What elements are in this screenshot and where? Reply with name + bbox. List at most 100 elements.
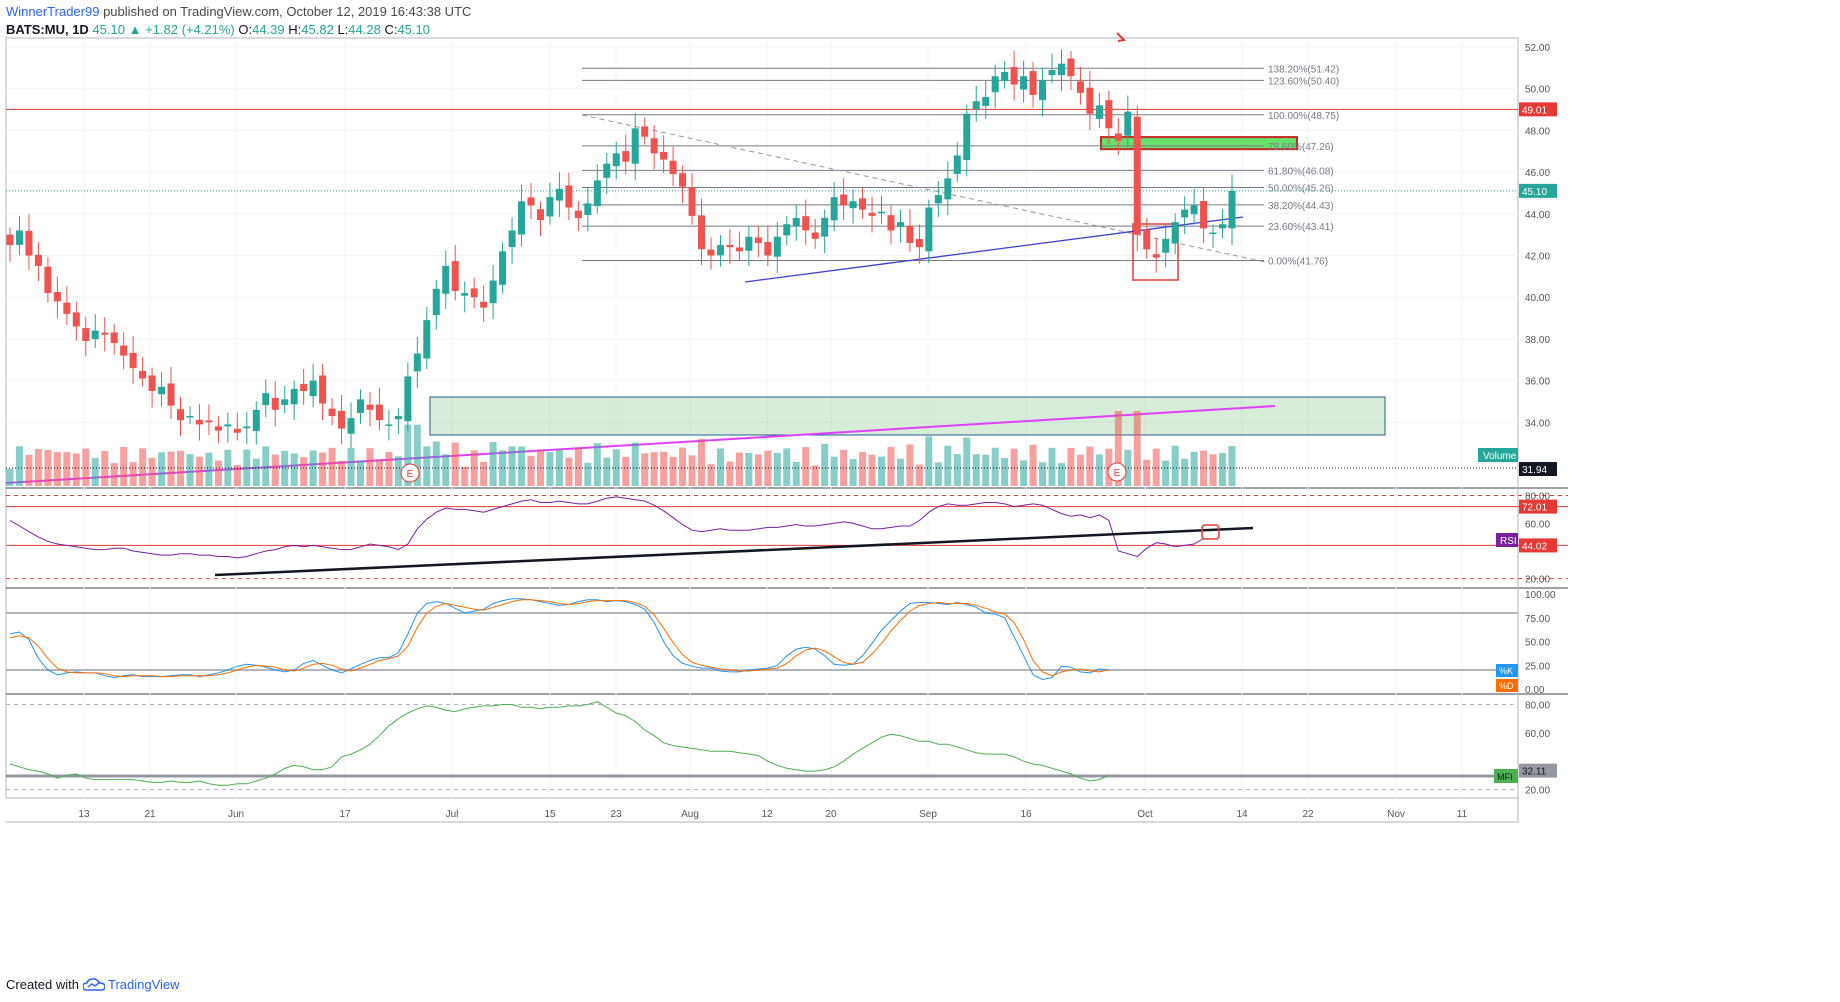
candle-body[interactable] xyxy=(214,426,222,431)
candle-body[interactable] xyxy=(944,178,952,200)
candle-body[interactable] xyxy=(129,352,137,369)
candle-body[interactable] xyxy=(906,225,914,243)
candle-body[interactable] xyxy=(1039,80,1047,101)
candle-body[interactable] xyxy=(574,210,582,218)
earnings-marker[interactable] xyxy=(1107,462,1127,482)
candle-body[interactable] xyxy=(1105,100,1113,129)
candle-body[interactable] xyxy=(6,234,14,246)
candle-body[interactable] xyxy=(688,187,696,216)
candle-body[interactable] xyxy=(963,113,971,160)
candle-body[interactable] xyxy=(859,198,867,210)
candle-body[interactable] xyxy=(840,194,848,206)
candle-body[interactable] xyxy=(915,239,923,248)
candle-body[interactable] xyxy=(991,76,999,93)
candle-body[interactable] xyxy=(1048,69,1056,76)
candle-body[interactable] xyxy=(783,224,791,236)
candle-body[interactable] xyxy=(1181,209,1189,218)
candle-body[interactable] xyxy=(726,244,734,248)
candle-body[interactable] xyxy=(1190,205,1198,215)
candle-body[interactable] xyxy=(489,280,497,304)
candle-body[interactable] xyxy=(15,230,23,245)
candle-body[interactable] xyxy=(1076,81,1084,93)
candle-body[interactable] xyxy=(896,222,904,227)
candle-body[interactable] xyxy=(34,254,42,266)
candle-body[interactable] xyxy=(413,353,421,372)
candle-body[interactable] xyxy=(754,237,762,243)
candle-body[interactable] xyxy=(1114,133,1122,141)
candle-body[interactable] xyxy=(186,416,194,418)
candle-body[interactable] xyxy=(224,424,232,427)
candle-body[interactable] xyxy=(716,245,724,256)
candle-body[interactable] xyxy=(1086,87,1094,114)
candle-body[interactable] xyxy=(811,232,819,239)
candle-body[interactable] xyxy=(499,251,507,285)
candle-body[interactable] xyxy=(934,195,942,204)
candle-body[interactable] xyxy=(385,424,393,426)
candle-body[interactable] xyxy=(1029,71,1037,95)
candle-body[interactable] xyxy=(338,410,346,429)
candle-body[interactable] xyxy=(1200,200,1208,229)
candle-body[interactable] xyxy=(63,302,71,314)
candle-body[interactable] xyxy=(158,386,166,395)
candle-body[interactable] xyxy=(555,188,563,201)
candle-body[interactable] xyxy=(442,265,450,294)
candle-body[interactable] xyxy=(764,242,772,256)
author-name[interactable]: WinnerTrader99 xyxy=(6,4,100,19)
candle-body[interactable] xyxy=(792,217,800,226)
candle-body[interactable] xyxy=(1020,76,1028,90)
candle-body[interactable] xyxy=(148,375,156,392)
candle-body[interactable] xyxy=(698,215,706,250)
candle-body[interactable] xyxy=(1010,67,1018,85)
candle-body[interactable] xyxy=(195,419,203,425)
candle-body[interactable] xyxy=(593,180,601,207)
candle-body[interactable] xyxy=(82,328,90,341)
candle-body[interactable] xyxy=(366,404,374,410)
candle-body[interactable] xyxy=(167,383,175,406)
candle-body[interactable] xyxy=(660,151,668,160)
candle-body[interactable] xyxy=(878,211,886,214)
candle-body[interactable] xyxy=(44,266,52,294)
candle-body[interactable] xyxy=(669,160,677,175)
candle-body[interactable] xyxy=(271,397,279,410)
candle-body[interactable] xyxy=(243,426,251,429)
candle-body[interactable] xyxy=(139,370,147,379)
candle-body[interactable] xyxy=(356,399,364,413)
candle-body[interactable] xyxy=(451,261,459,291)
candle-body[interactable] xyxy=(25,230,33,256)
candle-body[interactable] xyxy=(120,345,128,356)
candle-body[interactable] xyxy=(1133,116,1141,235)
candle-body[interactable] xyxy=(1162,238,1170,253)
candle-body[interactable] xyxy=(252,409,260,432)
candle-body[interactable] xyxy=(972,101,980,110)
candle-body[interactable] xyxy=(177,409,185,421)
candle-body[interactable] xyxy=(281,399,289,405)
candle-body[interactable] xyxy=(679,173,687,187)
tradingview-link[interactable]: TradingView xyxy=(82,977,180,992)
candle-body[interactable] xyxy=(91,330,99,340)
candle-body[interactable] xyxy=(641,126,649,137)
candle-body[interactable] xyxy=(290,388,298,405)
candle-body[interactable] xyxy=(1124,111,1132,136)
candle-body[interactable] xyxy=(101,332,109,335)
candle-body[interactable] xyxy=(1001,72,1009,82)
candle-body[interactable] xyxy=(461,293,469,296)
candle-body[interactable] xyxy=(1095,105,1103,119)
candle-body[interactable] xyxy=(470,288,478,298)
candle-body[interactable] xyxy=(347,418,355,434)
candle-body[interactable] xyxy=(1171,222,1179,244)
candle-body[interactable] xyxy=(887,215,895,231)
candle-body[interactable] xyxy=(432,288,440,316)
candle-body[interactable] xyxy=(584,203,592,216)
candle-body[interactable] xyxy=(328,408,336,417)
candle-body[interactable] xyxy=(309,380,317,397)
candle-body[interactable] xyxy=(527,197,535,206)
candle-body[interactable] xyxy=(565,185,573,208)
candle-body[interactable] xyxy=(1152,254,1160,258)
candle-body[interactable] xyxy=(300,383,308,392)
candle-body[interactable] xyxy=(262,393,270,406)
candle-body[interactable] xyxy=(233,428,241,433)
candle-body[interactable] xyxy=(631,128,639,164)
candle-body[interactable] xyxy=(546,197,554,217)
candle-body[interactable] xyxy=(1057,63,1065,76)
candle-body[interactable] xyxy=(603,163,611,178)
